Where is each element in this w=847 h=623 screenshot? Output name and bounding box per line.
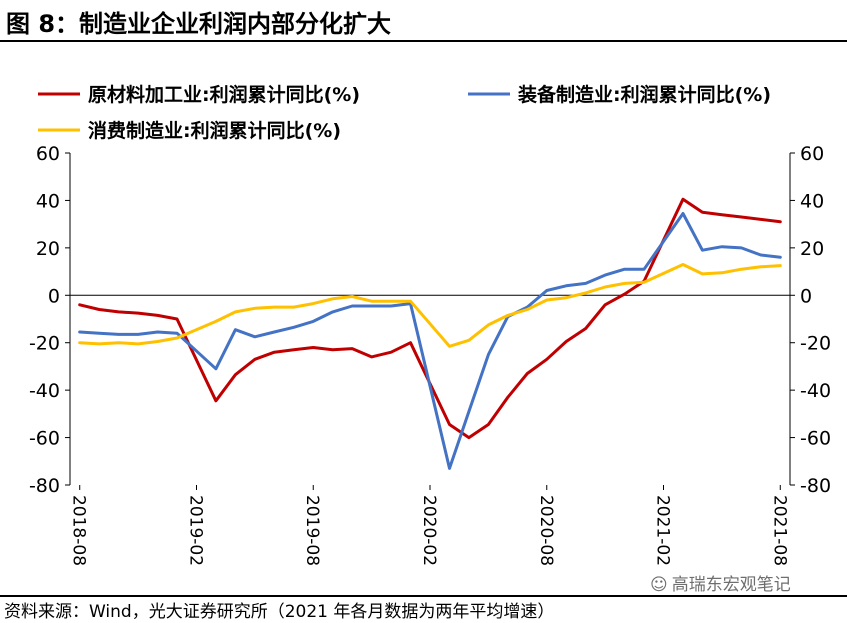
y-tick-label-right: 0 bbox=[800, 285, 812, 307]
legend-label-2: 装备制造业:利润累计同比(%) bbox=[517, 83, 771, 106]
watermark-text: 高瑞东宏观笔记 bbox=[671, 575, 791, 595]
x-tick-label: 2021-08 bbox=[769, 495, 789, 566]
y-tick-label-right: 40 bbox=[800, 190, 824, 212]
legend-label-3: 消费制造业:利润累计同比(%) bbox=[88, 119, 341, 142]
x-tick-label: 2020-02 bbox=[419, 495, 439, 566]
y-tick-label-left: 40 bbox=[36, 190, 60, 212]
source-rule bbox=[0, 595, 847, 597]
y-tick-label-left: -40 bbox=[29, 380, 60, 402]
y-tick-label-left: 20 bbox=[36, 238, 60, 260]
x-tick-label: 2020-08 bbox=[536, 495, 556, 566]
legend-label-1: 原材料加工业:利润累计同比(%) bbox=[88, 83, 360, 106]
x-tick-label: 2021-02 bbox=[653, 495, 673, 566]
y-tick-label-right: 60 bbox=[800, 143, 824, 165]
wechat-icon: ☺ bbox=[650, 575, 668, 595]
series-line-1 bbox=[78, 197, 782, 440]
y-tick-label-right: -20 bbox=[800, 333, 831, 355]
title-rule bbox=[0, 40, 847, 42]
figure-title: 图 8：制造业企业利润内部分化扩大 bbox=[6, 10, 392, 38]
y-tick-label-right: -40 bbox=[800, 380, 831, 402]
series-layer bbox=[78, 197, 782, 470]
source-note: 资料来源：Wind，光大证券研究所（2021 年各月数据为两年平均增速） bbox=[4, 602, 555, 622]
y-tick-label-left: -60 bbox=[29, 428, 60, 450]
y-tick-label-left: -20 bbox=[29, 333, 60, 355]
y-tick-label-right: -80 bbox=[800, 475, 831, 497]
x-tick-label: 2018-08 bbox=[69, 495, 89, 566]
y-tick-label-left: 0 bbox=[48, 285, 60, 307]
y-tick-label-right: 20 bbox=[800, 238, 824, 260]
watermark: ☺ 高瑞东宏观笔记 bbox=[650, 570, 791, 595]
line-chart: 60 60 40 40 20 20 0 0 -20 -20 -40 -40 -60 -60 -80 -80 20… bbox=[29, 83, 831, 566]
series-line-2 bbox=[78, 212, 782, 470]
axes-layer: 60 60 40 40 20 20 0 0 -20 -20 -40 -40 -60 -60 -80 -80 20… bbox=[29, 143, 831, 566]
series-line-3 bbox=[78, 263, 782, 348]
x-tick-label: 2019-08 bbox=[302, 495, 322, 566]
y-tick-label-left: -80 bbox=[29, 475, 60, 497]
y-tick-label-left: 60 bbox=[36, 143, 60, 165]
legend: 原材料加工业:利润累计同比(%) 装备制造业:利润累计同比(%) 消费制造业:利润累… bbox=[38, 83, 771, 142]
y-tick-label-right: -60 bbox=[800, 428, 831, 450]
x-tick-label: 2019-02 bbox=[185, 495, 205, 566]
